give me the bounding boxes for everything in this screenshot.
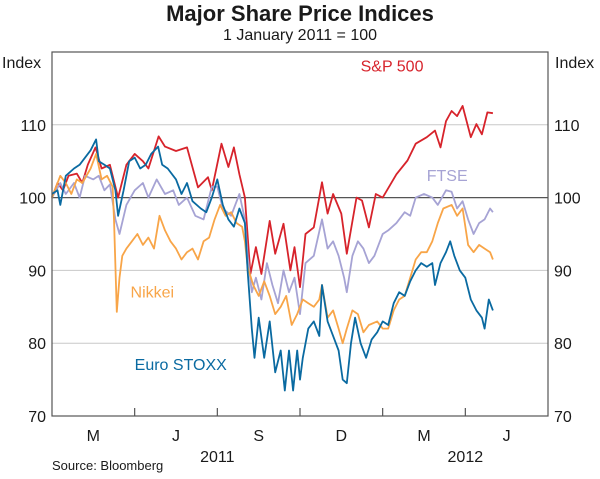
y-tick-label-right: 80 (554, 336, 572, 353)
source-note: Source: Bloomberg (52, 458, 164, 473)
x-tick-label: J (503, 428, 511, 445)
y-tick-label-left: 100 (19, 191, 46, 208)
x-tick-label: M (87, 428, 100, 445)
x-tick-label: M (417, 428, 430, 445)
y-tick-label-left: 90 (28, 263, 46, 280)
series-label-euro-stoxx: Euro STOXX (135, 357, 228, 374)
series-line-nikkei (51, 153, 494, 345)
series-label-s-p-500: S&P 500 (361, 59, 424, 76)
y-tick-label-right: 70 (554, 409, 572, 426)
y-axis-label-right: Index (555, 55, 594, 72)
y-tick-label-right: 100 (554, 191, 581, 208)
y-tick-label-left: 80 (28, 336, 46, 353)
y-tick-label-right: 90 (554, 263, 572, 280)
y-tick-label-left: 110 (20, 118, 46, 135)
series-line-s-p-500 (51, 105, 494, 288)
series-label-nikkei: Nikkei (131, 284, 175, 301)
chart-subtitle: 1 January 2011 = 100 (222, 27, 378, 44)
y-tick-label-left: 70 (28, 409, 46, 426)
y-axis-label-left: Index (2, 55, 41, 72)
x-tick-label: S (253, 428, 264, 445)
year-label: 2011 (200, 449, 235, 466)
series-label-ftse: FTSE (427, 168, 468, 185)
year-label: 2012 (448, 449, 484, 466)
chart-title: Major Share Price Indices (166, 1, 434, 26)
x-tick-label: D (336, 428, 348, 445)
series-line-ftse (51, 174, 494, 315)
y-tick-label-right: 110 (554, 118, 580, 135)
series-line-euro-stoxx (51, 138, 494, 392)
x-tick-label: J (172, 428, 180, 445)
